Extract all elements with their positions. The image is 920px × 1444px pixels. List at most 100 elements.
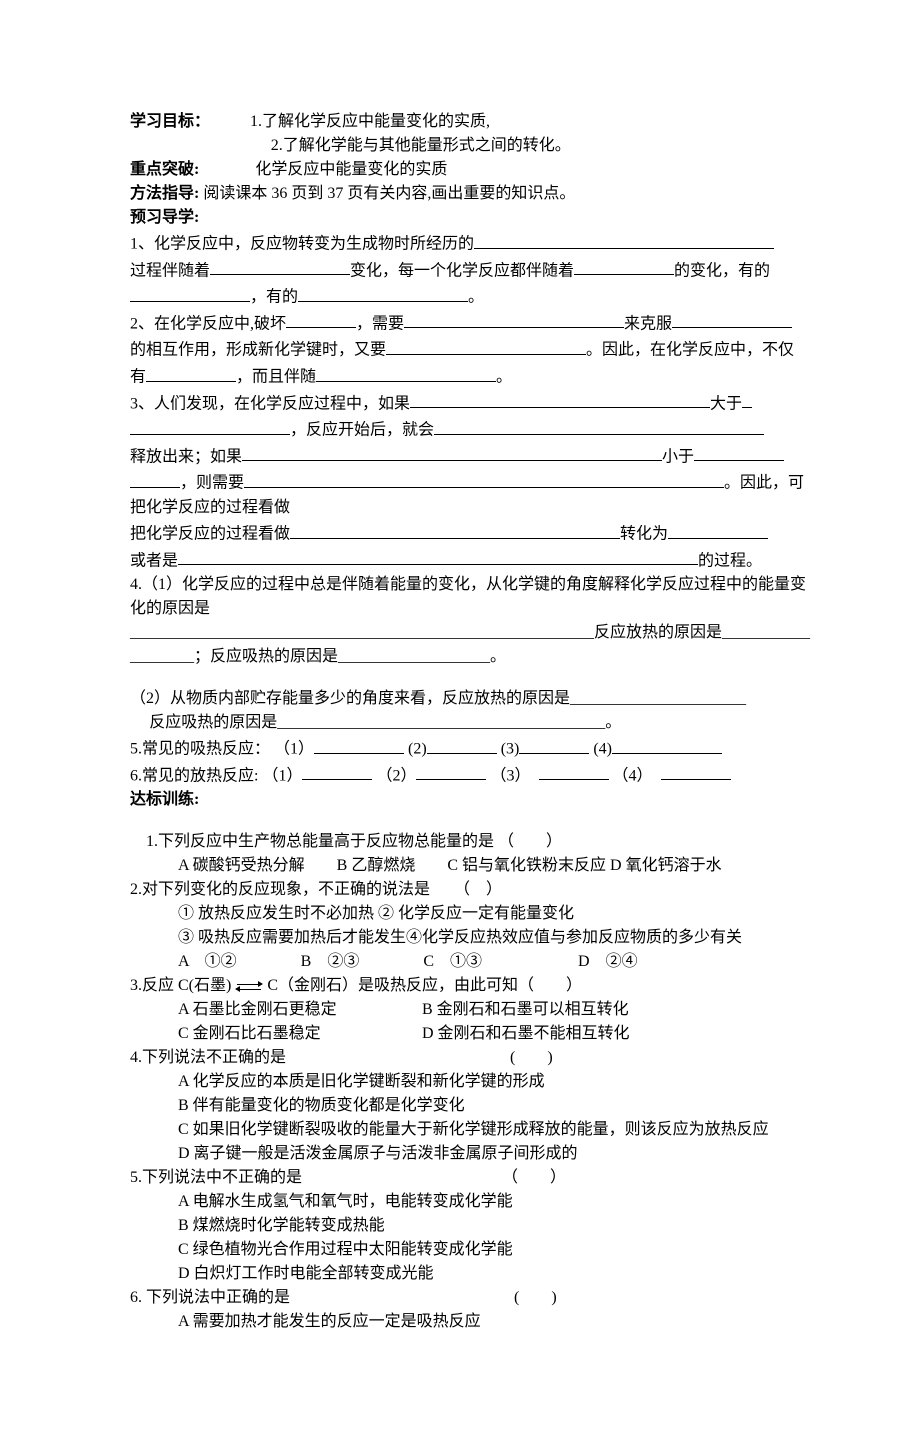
text: 反应吸热的原因是 [149,714,277,731]
text: 的过程。 [698,552,762,569]
dash-blank: ________________________________________… [130,624,594,641]
objectives-label: 学习目标： [130,113,210,130]
text: 。 [490,648,506,665]
text: （3） [490,767,522,784]
text: （2） [376,767,416,784]
blank [474,230,774,249]
dash-blank: ________________________________________… [277,714,605,731]
text: 过程伴随着 [130,262,210,279]
text: 4.（1）化学反应的过程中总是伴随着能量的变化，从化学键的角度解释化学反应过程中… [130,576,806,617]
question-2-line1: ① 放热反应发生时不必加热 ② 化学反应一定有能量变化 [130,902,810,926]
preview-item-6: 6.常见的放热反应: （1） （2） （3） （4） [130,762,810,789]
text: 的变化，有的 [674,262,770,279]
blank [661,762,731,781]
text: (3) [501,741,520,758]
method-text: 阅读课本 36 页到 37 页有关内容,画出重要的知识点。 [203,185,575,202]
preview-item-4-dash: ________________________________________… [130,621,810,669]
question-4-d: D 离子键一般是活泼金属原子与活泼非金属原子间形成的 [130,1142,810,1166]
blank [130,416,290,435]
question-3: 3.反应 C(石墨) C（金刚石）是吸热反应，由此可知（ ） [130,974,810,998]
text: 2、在化学反应中,破坏 [130,315,286,332]
blank [672,310,792,329]
keypoint-line: 重点突破: 化学反应中能量变化的实质 [130,158,810,182]
text: ，则需要 [180,475,244,492]
text: 变化，每一个化学反应都伴随着 [350,262,574,279]
blank [574,257,674,276]
preview-item-1b: 过程伴随着 变化，每一个化学反应都伴随着 的变化，有的 ，有的 。 [130,257,810,310]
preview-item-2b: 的相互作用，形成新化学键时，又要。因此，在化学反应中，不仅有，而且伴随。 [130,336,810,389]
text: （1） [262,767,302,784]
question-5-c: C 绿色植物光合作用过程中太阳能转变成化学能 [130,1238,810,1262]
blank [210,257,350,276]
question-5: 5.下列说法中不正确的是 （ ） [130,1166,810,1190]
keypoint-text: 化学反应中能量变化的实质 [255,161,447,178]
blank [539,762,609,781]
question-4: 4.下列说法不正确的是 ( ) [130,1046,810,1070]
objectives-line1: 学习目标： 1.了解化学反应中能量变化的实质, [130,110,810,134]
preview-item-3f: 或者是 的过程。 [130,547,810,574]
spacer [130,669,810,687]
option-d: D 金刚石和石墨不能相互转化 [422,1025,630,1042]
equilibrium-icon [235,980,263,994]
blank [404,310,624,329]
option-a: A 石墨比金刚石更稳定 [178,998,418,1022]
blank [694,443,784,462]
preview-item-3: 3、人们发现，在化学反应过程中，如果大于 [130,390,810,417]
option-b: B 金刚石和石墨可以相互转化 [422,1001,629,1018]
text: 。 [605,714,621,731]
text: 。 [468,289,484,306]
blank [146,363,236,382]
question-2-options: A ①② B ②③ C ①③ D ②④ [130,950,810,974]
method-label: 方法指导: [130,185,199,202]
blank [178,547,698,566]
text: 释放出来；如果 [130,448,242,465]
blank [302,762,372,781]
text: 来克服 [624,315,672,332]
text: (2) [408,741,427,758]
text: (4) [593,741,612,758]
preview-item-3c: 释放出来；如果小于 [130,443,810,470]
text: ，而且伴随 [236,369,316,386]
text: 大于 [710,395,742,412]
preview-item-3b: ，反应开始后，就会 [130,416,810,443]
objective-1: 1.了解化学反应中能量变化的实质, [250,113,490,130]
blank [298,283,468,302]
text: ，反应开始后，就会 [290,422,434,439]
blank [244,469,724,488]
preview-item-4-2: （2）从物质内部贮存能量多少的角度来看，反应放热的原因是____________… [130,687,810,711]
question-5-a: A 电解水生成氢气和氧气时，电能转变成化学能 [130,1190,810,1214]
text: 。 [496,369,512,386]
question-3-row-ab: A 石墨比金刚石更稳定 B 金刚石和石墨可以相互转化 [130,998,810,1022]
blank [242,443,662,462]
preview-item-4-2b: 反应吸热的原因是________________________________… [130,711,810,735]
preview-item-5: 5.常见的吸热反应： （1） (2) (3) (4) [130,735,810,762]
option-c: C 金刚石比石墨稳定 [178,1022,418,1046]
text: 反应放热的原因是 [594,624,722,641]
text: （1） [274,741,314,758]
text: 5.常见的吸热反应： [130,741,270,758]
question-3-row-cd: C 金刚石比石墨稳定 D 金刚石和石墨不能相互转化 [130,1022,810,1046]
text: 或者是 [130,552,178,569]
question-5-b: B 煤燃烧时化学能转变成热能 [130,1214,810,1238]
text: ，需要 [356,315,404,332]
preview-label: 预习导学: [130,206,810,230]
blank [316,363,496,382]
blank [386,336,586,355]
dash-blank: ______________________ [570,690,746,707]
blank [130,283,250,302]
method-line: 方法指导: 阅读课本 36 页到 37 页有关内容,画出重要的知识点。 [130,182,810,206]
blank [434,416,764,435]
text: C（金刚石）是吸热反应，由此可知（ ） [267,977,582,994]
question-2-line2: ③ 吸热反应需要加热后才能发生④化学反应热效应值与参加反应物质的多少有关 [130,926,810,950]
text: 6.常见的放热反应: [130,767,258,784]
preview-item-1: 1、化学反应中，反应物转变为生成物时所经历的 [130,230,810,257]
blank [668,520,768,539]
spacer [130,812,810,830]
blank [130,469,180,488]
question-2: 2.对下列变化的反应现象，不正确的说法是 （ ） [130,878,810,902]
text: ；反应吸热的原因是 [194,648,338,665]
text: ，有的 [250,289,298,306]
question-5-d: D 白炽灯工作时电能全部转变成光能 [130,1262,810,1286]
blank [519,735,589,754]
preview-item-3e: 把化学反应的过程看做转化为转化为 [130,520,810,547]
